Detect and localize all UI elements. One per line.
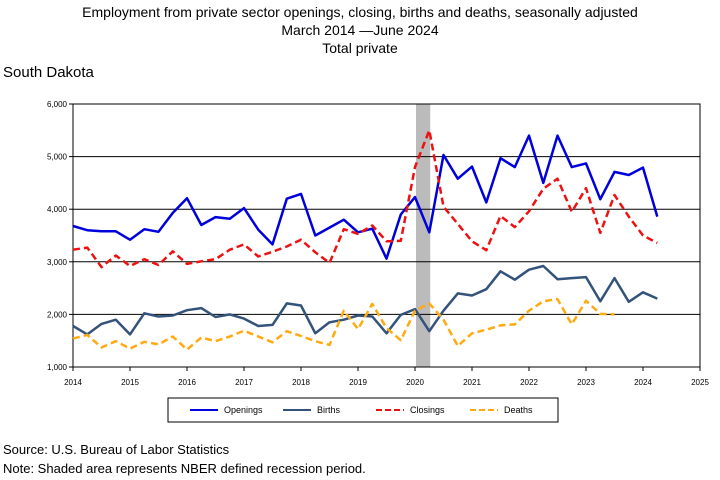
series-line-deaths <box>72 297 615 351</box>
series-line-births <box>72 264 658 336</box>
x-tick-label: 2019 <box>349 378 367 387</box>
recession-note: Note: Shaded area represents NBER define… <box>3 461 366 476</box>
y-tick-label: 5,000 <box>47 153 68 162</box>
recession-shade <box>416 104 431 367</box>
x-tick-label: 2022 <box>520 378 538 387</box>
y-tick-label: 2,000 <box>47 310 68 319</box>
x-tick-label: 2023 <box>577 378 595 387</box>
x-tick-label: 2021 <box>463 378 481 387</box>
series-line-closings <box>72 129 658 269</box>
legend-label-closings: Closings <box>410 405 445 415</box>
y-tick-label: 3,000 <box>47 258 68 267</box>
x-tick-label: 2017 <box>235 378 253 387</box>
x-tick-label: 2016 <box>178 378 196 387</box>
x-tick-label: 2020 <box>406 378 424 387</box>
series-line-openings <box>72 134 659 260</box>
plot-frame <box>72 103 701 368</box>
x-tick-label: 2024 <box>634 378 652 387</box>
y-tick-label: 1,000 <box>47 363 68 372</box>
x-tick-label: 2014 <box>64 378 82 387</box>
chart-title: Employment from private sector openings,… <box>82 4 638 20</box>
legend-label-deaths: Deaths <box>504 405 533 415</box>
legend-label-births: Births <box>317 405 341 415</box>
x-tick-label: 2018 <box>292 378 310 387</box>
y-tick-label: 4,000 <box>47 205 68 214</box>
y-tick-label: 6,000 <box>47 100 68 109</box>
x-tick-label: 2025 <box>691 378 709 387</box>
source-note: Source: U.S. Bureau of Labor Statistics <box>3 442 230 457</box>
region-label: South Dakota <box>3 64 94 81</box>
chart-subtitle-industry: Total private <box>322 40 398 56</box>
x-tick-label: 2015 <box>121 378 139 387</box>
legend-label-openings: Openings <box>224 405 263 415</box>
chart-subtitle-period: March 2014 —June 2024 <box>281 22 439 38</box>
